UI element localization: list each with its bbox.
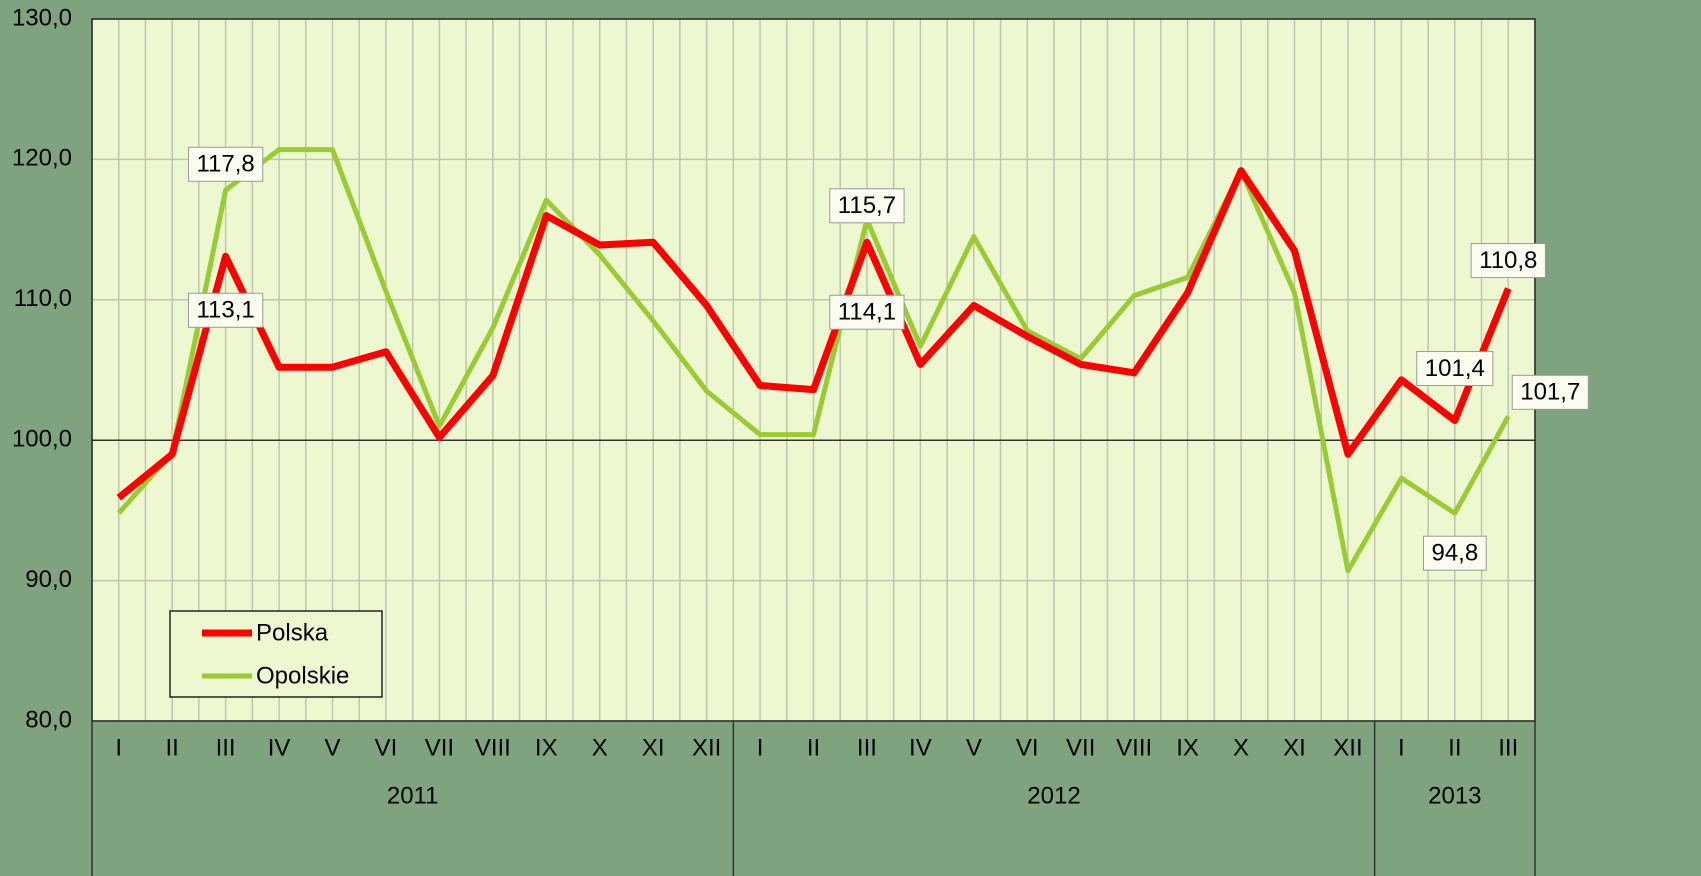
year-label: 2012 — [1027, 782, 1080, 809]
data-label: 101,7 — [1511, 374, 1589, 410]
year-label: 2013 — [1428, 782, 1481, 809]
x-tick-label: VIII — [1116, 734, 1152, 761]
data-label: 101,4 — [1416, 351, 1494, 387]
data-label-box — [1422, 535, 1487, 571]
year-label: 2011 — [387, 782, 439, 809]
x-tick-label: V — [966, 734, 982, 761]
x-tick-label: XII — [692, 734, 721, 761]
x-tick-label: IX — [1176, 734, 1199, 761]
data-label-text: 117,8 — [196, 151, 254, 178]
data-label-text: 110,8 — [1479, 247, 1537, 274]
x-tick-label: I — [757, 734, 764, 761]
x-tick-label: X — [592, 734, 608, 761]
y-tick-label: 130,0 — [12, 4, 72, 31]
x-tick-label: III — [1498, 734, 1518, 761]
x-tick-label: VII — [425, 734, 454, 761]
y-tick-label: 120,0 — [12, 145, 72, 172]
data-label-box — [187, 146, 264, 182]
x-tick-label: II — [807, 734, 820, 761]
data-label-box — [829, 294, 905, 330]
data-label-text: 115,7 — [838, 192, 896, 219]
x-tick-label: III — [857, 734, 877, 761]
x-tick-label: I — [115, 734, 122, 761]
x-tick-label: XI — [642, 734, 665, 761]
y-tick-label: 110,0 — [14, 285, 72, 312]
x-tick-label: VII — [1066, 734, 1095, 761]
data-label-box — [1511, 374, 1589, 410]
x-tick-label: IV — [909, 734, 932, 761]
data-label: 117,8 — [187, 146, 264, 182]
plot-border — [91, 18, 1536, 722]
data-label: 94,8 — [1422, 535, 1487, 571]
data-label: 113,1 — [187, 292, 264, 328]
x-tick-label: V — [324, 734, 340, 761]
data-label-box — [829, 188, 905, 224]
data-label: 115,7 — [829, 188, 905, 224]
legend-label: Polska — [256, 619, 329, 646]
x-tick-label: XII — [1333, 734, 1362, 761]
data-label-box — [1416, 351, 1494, 387]
data-label: 110,8 — [1470, 243, 1546, 279]
x-tick-label: X — [1233, 734, 1249, 761]
x-tick-label: I — [1398, 734, 1405, 761]
data-label-box — [1470, 243, 1546, 279]
legend-box — [169, 610, 383, 698]
data-label: 114,1 — [829, 294, 905, 330]
x-tick-label: VIII — [475, 734, 511, 761]
data-label-text: 101,4 — [1425, 355, 1485, 382]
x-tick-label: IX — [535, 734, 558, 761]
y-tick-label: 100,0 — [12, 426, 72, 453]
series-line — [116, 167, 1512, 501]
x-tick-label: II — [165, 734, 178, 761]
legend-label: Opolskie — [256, 662, 349, 689]
data-label-text: 114,1 — [838, 299, 896, 326]
y-tick-label: 80,0 — [25, 706, 72, 733]
x-tick-label: VI — [1016, 734, 1039, 761]
data-label-text: 94,8 — [1431, 540, 1478, 567]
series-line — [116, 147, 1511, 574]
data-label-text: 101,7 — [1520, 379, 1580, 406]
x-tick-label: XI — [1283, 734, 1306, 761]
x-tick-label: IV — [268, 734, 291, 761]
y-tick-label: 90,0 — [25, 566, 72, 593]
data-label-box — [187, 292, 264, 328]
x-tick-label: VI — [375, 734, 398, 761]
x-tick-label: II — [1448, 734, 1461, 761]
data-label-text: 113,1 — [196, 297, 254, 324]
x-tick-label: III — [216, 734, 236, 761]
